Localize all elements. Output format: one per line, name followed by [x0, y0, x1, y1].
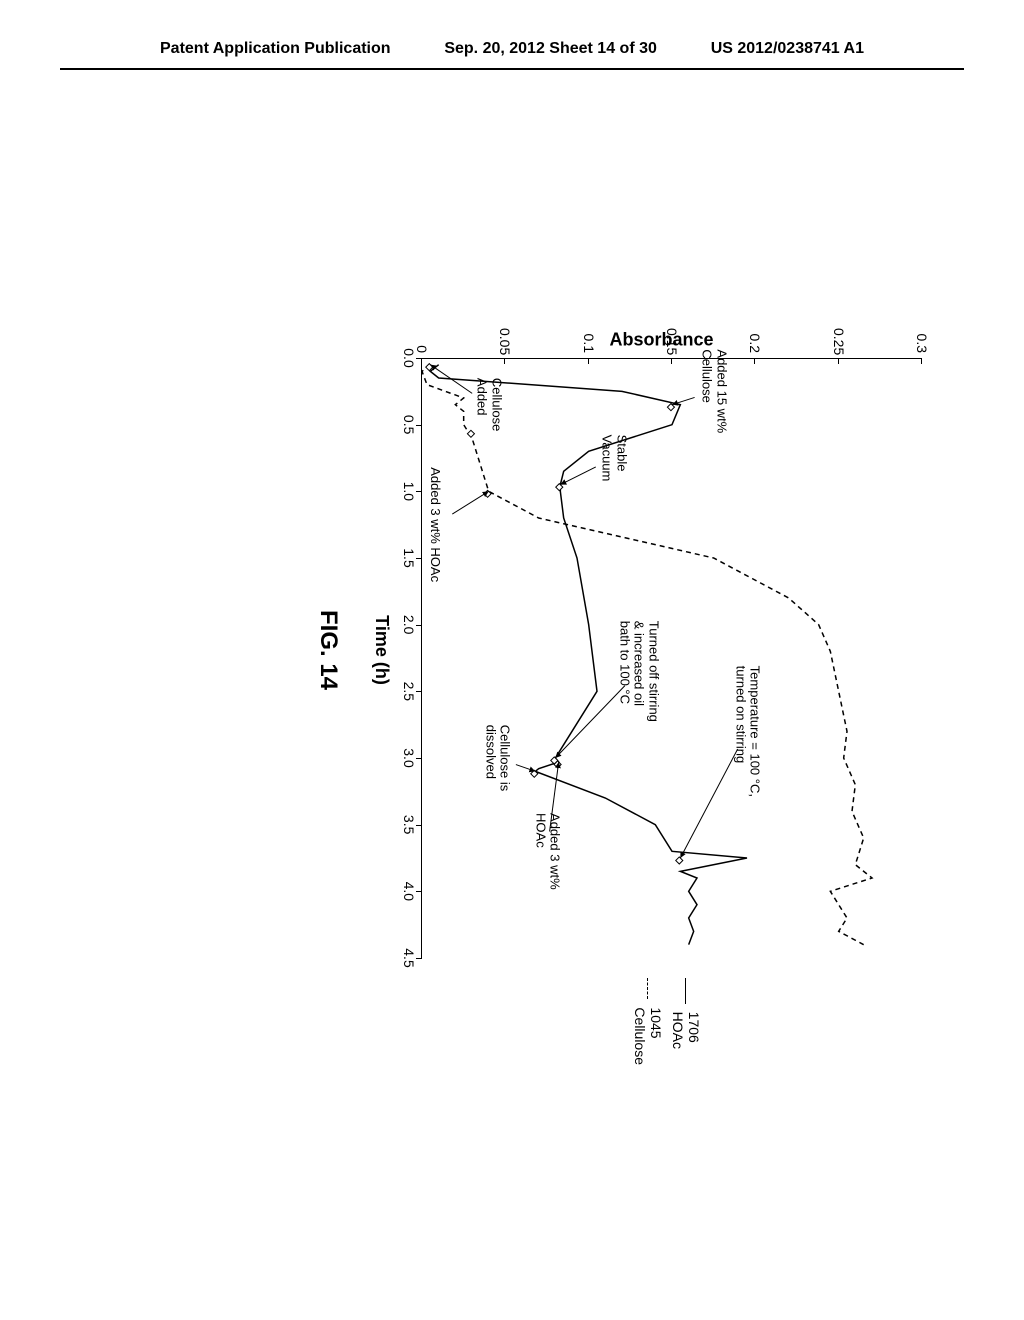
legend-swatch	[648, 978, 649, 999]
x-tick-label: 3.0	[401, 748, 417, 767]
header-center: Sep. 20, 2012 Sheet 14 of 30	[444, 40, 657, 58]
y-tick-mark	[838, 358, 839, 364]
x-tick-label: 2.0	[401, 615, 417, 634]
y-tick-label: 0.25	[831, 328, 847, 353]
series-line	[430, 365, 747, 945]
data-marker	[676, 857, 683, 864]
y-tick-label: 0.3	[914, 328, 930, 353]
data-marker	[556, 484, 563, 491]
figure-container: 0.00.51.01.52.02.53.03.54.04.5 00.050.10…	[62, 278, 962, 1022]
x-tick-label: 2.5	[401, 682, 417, 701]
x-tick-label: 1.0	[401, 482, 417, 501]
legend-label: 1706 HOAc	[670, 1012, 702, 1074]
header-left: Patent Application Publication	[160, 40, 391, 58]
chart-svg	[422, 358, 922, 958]
x-tick-label: 4.5	[401, 948, 417, 967]
x-tick-mark	[416, 558, 422, 559]
y-tick-mark	[588, 358, 589, 364]
y-tick-label: 0.2	[747, 328, 763, 353]
figure-caption: FIG. 14	[314, 610, 342, 690]
page-header: Patent Application Publication Sep. 20, …	[60, 0, 964, 70]
y-tick-mark	[921, 358, 922, 364]
x-tick-mark	[416, 691, 422, 692]
chart-annotation: Cellulose isdissolved	[483, 725, 512, 791]
annotation-arrow	[452, 491, 488, 514]
legend-item: 1045 Cellulose	[632, 978, 664, 1074]
x-tick-label: 1.5	[401, 548, 417, 567]
annotation-arrow	[430, 365, 472, 394]
annotation-arrow	[672, 397, 695, 404]
chart-annotation: Turned off stirring& increased oilbath t…	[617, 621, 660, 722]
x-tick-mark	[416, 425, 422, 426]
x-tick-label: 4.0	[401, 882, 417, 901]
x-tick-mark	[416, 625, 422, 626]
chart-annotation: CelluloseAdded	[474, 378, 503, 431]
chart-annotation: Added 15 wt%Cellulose	[699, 349, 728, 433]
x-tick-label: 0.5	[401, 415, 417, 434]
chart-annotation: Added 3 wt% HOAc	[428, 467, 442, 582]
chart-annotation: StableVacuum	[599, 435, 628, 482]
annotation-arrow	[516, 765, 535, 772]
x-axis-label: Time (h)	[371, 615, 392, 685]
x-tick-mark	[416, 758, 422, 759]
y-tick-label: 0.1	[581, 328, 597, 353]
x-tick-label: 3.5	[401, 815, 417, 834]
x-tick-mark	[416, 891, 422, 892]
chart-legend: 1706 HOAc1045 Cellulose	[626, 978, 702, 1074]
legend-swatch	[686, 978, 687, 1004]
y-axis-label: Absorbance	[609, 330, 713, 351]
x-tick-mark	[416, 491, 422, 492]
header-right: US 2012/0238741 A1	[711, 40, 864, 58]
chart-annotation: Added 3 wt%HOAc	[533, 813, 562, 890]
y-tick-mark	[671, 358, 672, 364]
x-tick-mark	[416, 958, 422, 959]
legend-label: 1045 Cellulose	[632, 1007, 664, 1073]
y-tick-label: 0.05	[497, 328, 513, 353]
y-tick-mark	[504, 358, 505, 364]
legend-item: 1706 HOAc	[670, 978, 702, 1074]
annotation-arrow	[555, 686, 624, 758]
annotation-arrow	[680, 749, 737, 858]
y-tick-label: 0	[414, 328, 430, 353]
chart-annotation: Temperature = 100 °C,turned on stirring	[733, 666, 762, 797]
x-tick-mark	[416, 825, 422, 826]
y-tick-mark	[754, 358, 755, 364]
y-tick-mark	[421, 358, 422, 364]
